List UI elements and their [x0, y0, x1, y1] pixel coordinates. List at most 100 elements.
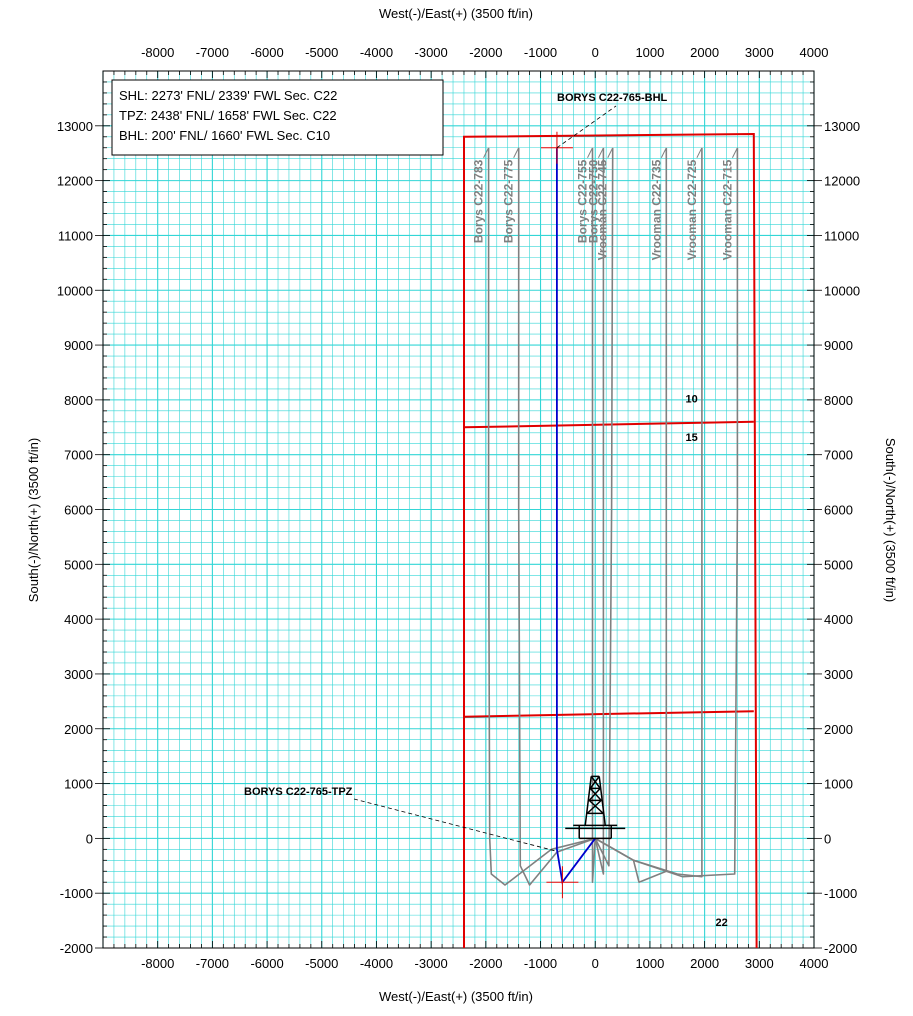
- y-tick-label-left: 7000: [64, 448, 93, 463]
- x-tick-label-top: 1000: [635, 45, 664, 60]
- rig-icon-stroke: [589, 787, 602, 801]
- offset-well-path: [517, 147, 596, 886]
- y-tick-label-left: 6000: [64, 503, 93, 518]
- x-tick-label-top: 0: [592, 45, 599, 60]
- x-tick-label-bottom: -2000: [469, 956, 502, 971]
- offset-well-path: [591, 147, 596, 884]
- y-tick-label-right: 5000: [824, 557, 853, 572]
- y-tick-label-right: 9000: [824, 338, 853, 353]
- rig-icon: [565, 775, 626, 840]
- x-tick-label-bottom: -7000: [196, 956, 229, 971]
- y-tick-label-right: 6000: [824, 503, 853, 518]
- y-tick-label-right: -1000: [824, 886, 857, 901]
- subject-well-path: [556, 147, 596, 885]
- x-tick-label-top: -1000: [524, 45, 557, 60]
- y-tick-label-left: 12000: [57, 174, 93, 189]
- x-tick-label-top: -4000: [360, 45, 393, 60]
- offset-well-label: Vrooman C22-715: [720, 159, 734, 260]
- rig-icon-stroke: [584, 776, 592, 826]
- y-tick-label-left: 2000: [64, 722, 93, 737]
- y-tick-label-right: 2000: [824, 722, 853, 737]
- offset-well-path: [487, 147, 596, 886]
- section-line-10-15: [463, 420, 754, 429]
- y-tick-label-right: 1000: [824, 777, 853, 792]
- rig-icon-stroke: [586, 799, 602, 814]
- grid: [102, 70, 815, 949]
- x-tick-label-top: -7000: [196, 45, 229, 60]
- offset-well-leader: [483, 147, 490, 158]
- y-tick-label-right: 11000: [824, 228, 859, 243]
- rig-icon-stroke: [590, 775, 601, 789]
- offset-well-path: [594, 147, 614, 867]
- x-tick-label-bottom: -6000: [250, 956, 283, 971]
- y-tick-label-left: 9000: [64, 338, 93, 353]
- y-tick-label-left: 0: [86, 831, 93, 846]
- y-tick-label-right: 0: [824, 831, 831, 846]
- y-tick-label-left: 11000: [58, 228, 93, 243]
- y-tick-label-right: 13000: [824, 119, 860, 134]
- offset-well-label: Vrooman C22-745: [596, 159, 610, 260]
- y-tick-label-left: -1000: [60, 886, 93, 901]
- offset-well-leader: [696, 147, 703, 158]
- x-tick-label-bottom: 3000: [745, 956, 774, 971]
- x-tick-label-bottom: -5000: [305, 956, 338, 971]
- offset-well-leader: [587, 147, 593, 158]
- info-box-frame: [111, 79, 444, 156]
- rig-icon-stroke: [598, 776, 606, 826]
- axis-ticks: -8000 -8000 -7000 -7000 -6000 -6000 -5000 -5000…: [57, 45, 860, 971]
- y-tick-label-right: 12000: [824, 174, 860, 189]
- rig-icon-stroke: [588, 799, 604, 814]
- y-axis-title-left: South(-)/North(+) (3500 ft/in): [26, 438, 41, 602]
- offset-well-label: Borys C22-783: [472, 159, 486, 243]
- bhl-callout: BORYS C22-765-BHL: [557, 92, 668, 104]
- section-label: 10: [685, 394, 697, 406]
- offset-well-label: Borys C22-775: [502, 159, 516, 243]
- y-tick-label-right: 10000: [824, 283, 860, 298]
- x-axis-title-bottom: West(-)/East(+) (3500 ft/in): [379, 989, 533, 1004]
- offset-well-leader: [660, 147, 667, 158]
- y-axis-title-right: South(-)/North(+) (3500 ft/in): [883, 438, 898, 602]
- section-label: 15: [685, 432, 697, 444]
- offset-well-label: Borys C22-755: [576, 159, 590, 243]
- offset-wells: Borys C22-783 Borys C22-775 Borys C22-755B…: [472, 147, 739, 886]
- info-box: SHL: 2273' FNL/ 2339' FWL Sec. C22 TPZ: …: [111, 79, 444, 156]
- x-tick-label-bottom: -3000: [415, 956, 448, 971]
- x-tick-label-bottom: -4000: [360, 956, 393, 971]
- x-tick-label-bottom: 0: [592, 956, 599, 971]
- y-tick-label-right: 7000: [824, 448, 853, 463]
- x-tick-label-bottom: -1000: [524, 956, 557, 971]
- y-tick-label-left: 4000: [64, 612, 93, 627]
- section-lines: 10 15 22: [463, 132, 758, 949]
- x-tick-label-bottom: -8000: [141, 956, 174, 971]
- info-line-bhl: BHL: 200' FNL/ 1660' FWL Sec. C10: [119, 128, 330, 143]
- tpz-leader: [353, 798, 558, 852]
- rig-icon-stroke: [589, 775, 600, 789]
- x-tick-label-bottom: 1000: [635, 956, 664, 971]
- y-tick-label-left: -2000: [60, 941, 93, 956]
- offset-well-leader: [597, 147, 604, 158]
- x-tick-label-bottom: 4000: [800, 956, 829, 971]
- x-tick-label-top: 2000: [690, 45, 719, 60]
- y-tick-label-left: 13000: [57, 119, 93, 134]
- info-line-tpz: TPZ: 2438' FNL/ 1658' FWL Sec. C22: [119, 108, 337, 123]
- y-tick-label-left: 1000: [64, 777, 93, 792]
- x-tick-label-top: -6000: [250, 45, 283, 60]
- y-tick-label-left: 3000: [64, 667, 93, 682]
- x-tick-label-bottom: 2000: [690, 956, 719, 971]
- bhl-leader: [556, 105, 617, 149]
- subject-well: [353, 105, 617, 899]
- offset-well-leader: [513, 147, 520, 158]
- section-boundary: [463, 132, 758, 949]
- x-tick-label-top: 3000: [745, 45, 774, 60]
- offset-well-label: Vrooman C22-735: [649, 159, 663, 260]
- offset-well-path: [594, 147, 605, 875]
- y-tick-label-right: -2000: [824, 941, 857, 956]
- offset-well-leader: [607, 147, 614, 158]
- y-tick-label-left: 10000: [57, 283, 93, 298]
- offset-well-label: Vrooman C22-725: [685, 159, 699, 260]
- x-tick-label-top: 4000: [800, 45, 829, 60]
- x-tick-label-top: -3000: [415, 45, 448, 60]
- y-tick-label-left: 8000: [64, 393, 93, 408]
- section-label: 22: [716, 917, 728, 929]
